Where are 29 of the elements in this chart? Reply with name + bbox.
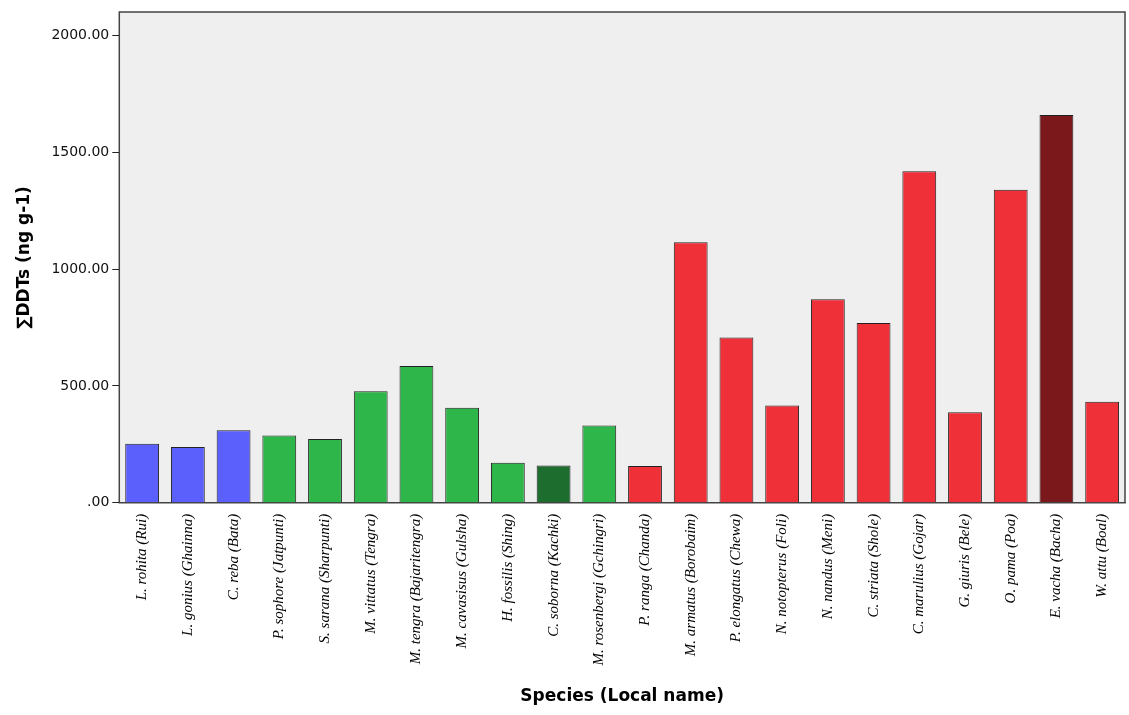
x-tick-label: H. fossilis (Shing) [498, 513, 516, 623]
y-tick-label: 2000.00 [51, 26, 110, 43]
x-tick-label: L. gonius (Ghainna) [178, 513, 196, 637]
x-tick-label: P. elongatus (Chewa) [727, 513, 745, 644]
x-tick-label: C. marulius (Gojar) [910, 513, 928, 635]
x-tick-label: S. sarana (Sharpunti) [315, 513, 333, 644]
x-tick-label: C. reba (Bata) [224, 513, 242, 601]
x-tick-label: O. pama (Poa) [1001, 513, 1019, 604]
x-tick-label: P. ranga (Chanda) [635, 513, 653, 627]
x-tick-label: W. attu (Boal) [1093, 513, 1111, 598]
x-tick-label: C. striata (Shole) [864, 513, 882, 618]
x-tick-label: M. rosenbergi (Gchingri) [590, 513, 608, 667]
x-axis-title: Species (Local name) [520, 685, 724, 706]
x-tick-label: M. cavasisus (Gulsha) [453, 513, 471, 650]
x-tick-label: P. sophore (Jatpunti) [270, 513, 288, 641]
x-tick-label: M. vittatus (Tengra) [361, 513, 379, 635]
x-tick-label: M. armatus (Borobaim) [681, 513, 699, 658]
y-tick-label: 1500.00 [51, 142, 110, 159]
y-tick-label: 1000.00 [51, 259, 110, 276]
x-tick-label: E. vacha (Bacha) [1047, 513, 1065, 620]
y-axis-title: ∑DDTs (ng g-1) [12, 186, 33, 329]
y-tick-label: 500.00 [60, 376, 110, 393]
y-tick-label: .00 [87, 493, 110, 510]
x-tick-label: G. giuris (Bele) [955, 513, 973, 608]
x-tick-label: M. tengra (Bajaritengra) [407, 513, 425, 666]
x-tick-label: L. rohita (Rui) [133, 513, 151, 602]
x-tick-label: N. nandus (Meni) [818, 513, 836, 621]
x-tick-label: C. soborna (Kachki) [544, 513, 562, 637]
x-tick-label: N. notopterus (Foli) [773, 513, 791, 636]
